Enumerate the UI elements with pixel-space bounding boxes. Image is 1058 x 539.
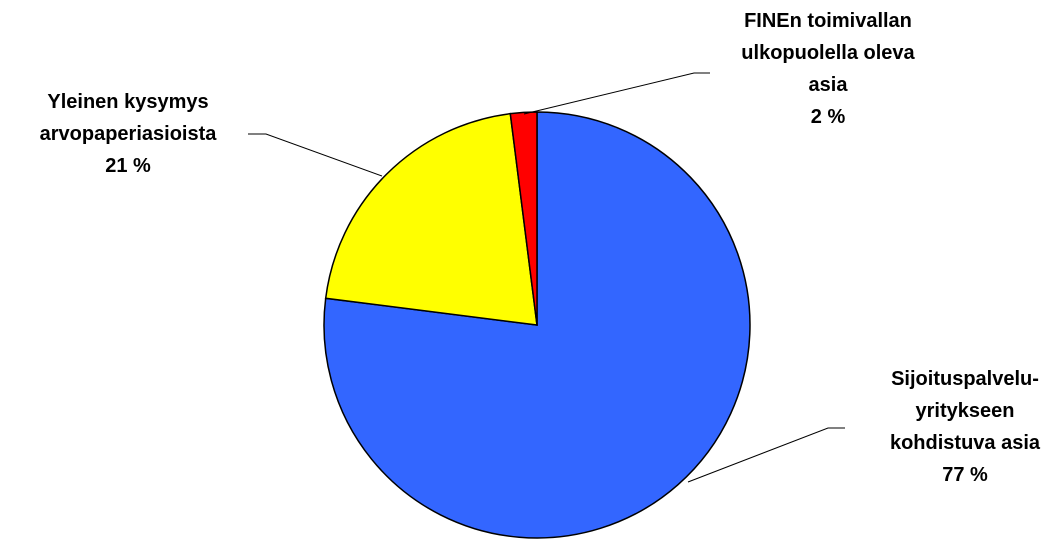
slice-label-line-0-2: kohdistuva asia — [890, 432, 1041, 454]
leader-line-1 — [248, 133, 383, 177]
slice-label-0: Sijoituspalvelu-yritykseen kohdistuva asi… — [890, 368, 1041, 486]
slice-value-label-2: 2 % — [811, 106, 846, 128]
pie-slice-1 — [324, 112, 538, 326]
slice-label-line-1-0: Yleinen kysymys — [47, 91, 208, 113]
leader-line-0 — [687, 427, 845, 483]
slice-label-line-2-2: asia — [809, 74, 849, 96]
slice-value-label-0: 77 % — [942, 464, 988, 486]
slice-label-line-0-0: Sijoituspalvelu- — [891, 368, 1039, 390]
slice-label-line-0-1: yritykseen — [916, 400, 1015, 422]
slice-label-1: Yleinen kysymys arvopaperiasioista 21 % — [40, 91, 218, 177]
slice-value-label-1: 21 % — [105, 155, 151, 177]
pie-slice-2 — [509, 111, 538, 326]
slice-label-line-1-1: arvopaperiasioista — [40, 123, 218, 145]
slice-label-line-2-1: ulkopuolella oleva — [741, 42, 915, 64]
slice-label-2: FINEn toimivallan ulkopuolella oleva asia 2… — [741, 10, 915, 128]
slice-label-line-2-0: FINEn toimivallan — [744, 10, 912, 32]
pie-slice-0 — [323, 111, 751, 539]
leader-line-2 — [523, 72, 710, 115]
